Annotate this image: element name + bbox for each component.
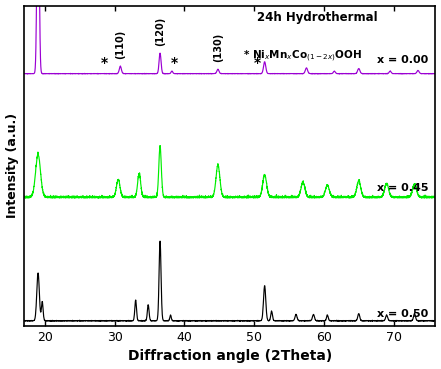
Text: * Ni$_x$Mn$_x$Co$_{(1-2x)}$OOH: * Ni$_x$Mn$_x$Co$_{(1-2x)}$OOH [243, 48, 363, 63]
Text: *: * [254, 56, 261, 70]
Text: 24h Hydrothermal: 24h Hydrothermal [257, 11, 377, 24]
Text: (120): (120) [155, 17, 165, 46]
Text: x = 0.50: x = 0.50 [377, 309, 429, 319]
Text: *: * [101, 56, 108, 70]
Text: (130): (130) [213, 33, 223, 62]
Text: (110): (110) [115, 30, 125, 59]
Text: x = 0.00: x = 0.00 [377, 55, 429, 65]
Y-axis label: Intensity (a.u.): Intensity (a.u.) [6, 113, 19, 218]
Text: *: * [170, 56, 178, 70]
Text: x = 0.45: x = 0.45 [377, 183, 429, 193]
X-axis label: Diffraction angle (2Theta): Diffraction angle (2Theta) [127, 349, 332, 363]
